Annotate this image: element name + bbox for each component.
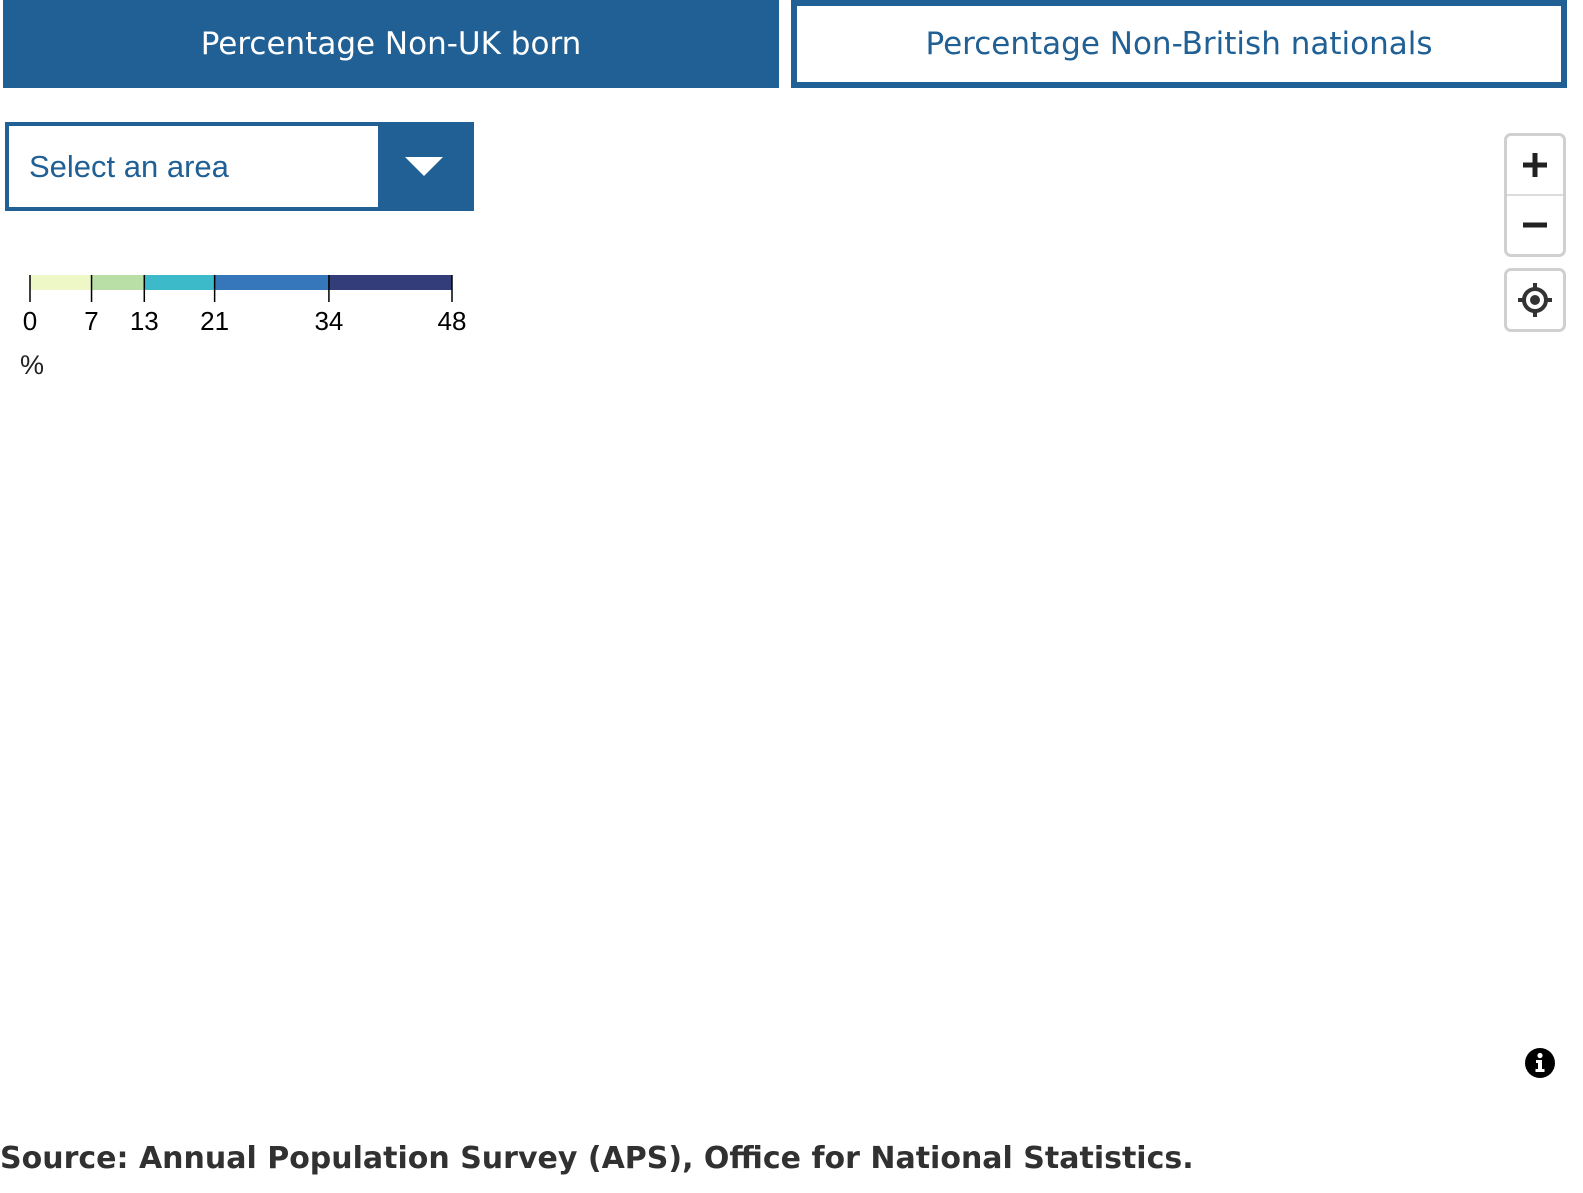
chevron-down-icon (405, 157, 443, 176)
legend-tick-label: 7 (84, 306, 98, 336)
legend-swatch (328, 275, 452, 290)
legend-tick-label: 48 (438, 306, 467, 336)
tab-non-uk-born-label: Percentage Non-UK born (200, 26, 582, 62)
area-select-dropdown[interactable]: Select an area (5, 122, 474, 211)
tab-non-uk-born[interactable]: Percentage Non-UK born (3, 0, 779, 88)
crosshair-icon (1518, 283, 1552, 317)
area-select-toggle[interactable] (378, 126, 470, 207)
legend-unit: % (20, 350, 45, 380)
legend-tick-label: 13 (130, 306, 159, 336)
legend-swatch (214, 275, 329, 290)
zoom-in-button[interactable] (1507, 136, 1563, 194)
map-legend: 0 7 13 21 34 48 % (0, 262, 500, 392)
legend-scale: 0 7 13 21 34 48 (23, 275, 467, 336)
info-icon[interactable] (1523, 1046, 1557, 1080)
tab-non-british-nationals-label: Percentage Non-British nationals (925, 26, 1433, 62)
legend-swatch (91, 275, 145, 290)
legend-tick-label: 21 (200, 306, 229, 336)
legend-tick-label: 0 (23, 306, 37, 336)
zoom-out-button[interactable] (1507, 194, 1563, 254)
zoom-controls (1504, 133, 1566, 257)
area-select-label: Select an area (29, 148, 229, 184)
legend-tick-label: 34 (314, 306, 343, 336)
source-note: Source: Annual Population Survey (APS), … (0, 1141, 1194, 1176)
plus-icon (1523, 153, 1547, 177)
legend-swatch (144, 275, 215, 290)
minus-icon (1523, 222, 1547, 228)
tab-non-british-nationals[interactable]: Percentage Non-British nationals (791, 0, 1567, 88)
geolocate-control (1504, 268, 1566, 332)
legend-swatch (30, 275, 92, 290)
geolocate-button[interactable] (1507, 271, 1563, 329)
